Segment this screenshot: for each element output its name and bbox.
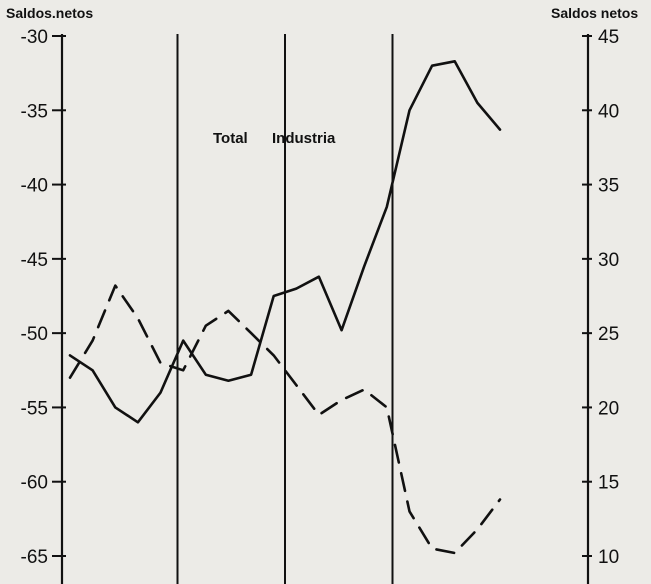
left-tick-label: -65 — [21, 547, 48, 568]
series-label-total: Total — [213, 130, 248, 147]
right-axis-title: Saldos netos — [551, 5, 638, 21]
left-tick-label: -35 — [21, 101, 48, 122]
right-tick-label: 30 — [598, 250, 619, 271]
right-tick-label: 45 — [598, 27, 619, 48]
left-tick-label: -50 — [21, 324, 48, 345]
left-tick-label: -45 — [21, 250, 48, 271]
right-tick-label: 20 — [598, 398, 619, 419]
left-tick-label: -30 — [21, 27, 48, 48]
right-tick-label: 15 — [598, 473, 619, 494]
right-axis-ticks: 45 40 35 30 25 20 15 10 — [582, 27, 619, 568]
left-axis-ticks: -30 -35 -40 -45 -50 -55 -60 -65 — [21, 27, 66, 568]
right-tick-label: 40 — [598, 101, 619, 122]
left-tick-label: -55 — [21, 398, 48, 419]
right-tick-label: 25 — [598, 324, 619, 345]
right-tick-label: 10 — [598, 547, 619, 568]
left-tick-label: -40 — [21, 176, 48, 197]
series-line-industria — [68, 284, 502, 555]
right-tick-label: 35 — [598, 176, 619, 197]
series-line-total — [68, 59, 502, 424]
series-group — [68, 59, 502, 555]
left-tick-label: -60 — [21, 473, 48, 494]
series-label-industria: Industria — [272, 130, 336, 147]
left-axis-title: Saldos.netos — [6, 5, 93, 21]
vertical-gridlines — [176, 34, 394, 584]
